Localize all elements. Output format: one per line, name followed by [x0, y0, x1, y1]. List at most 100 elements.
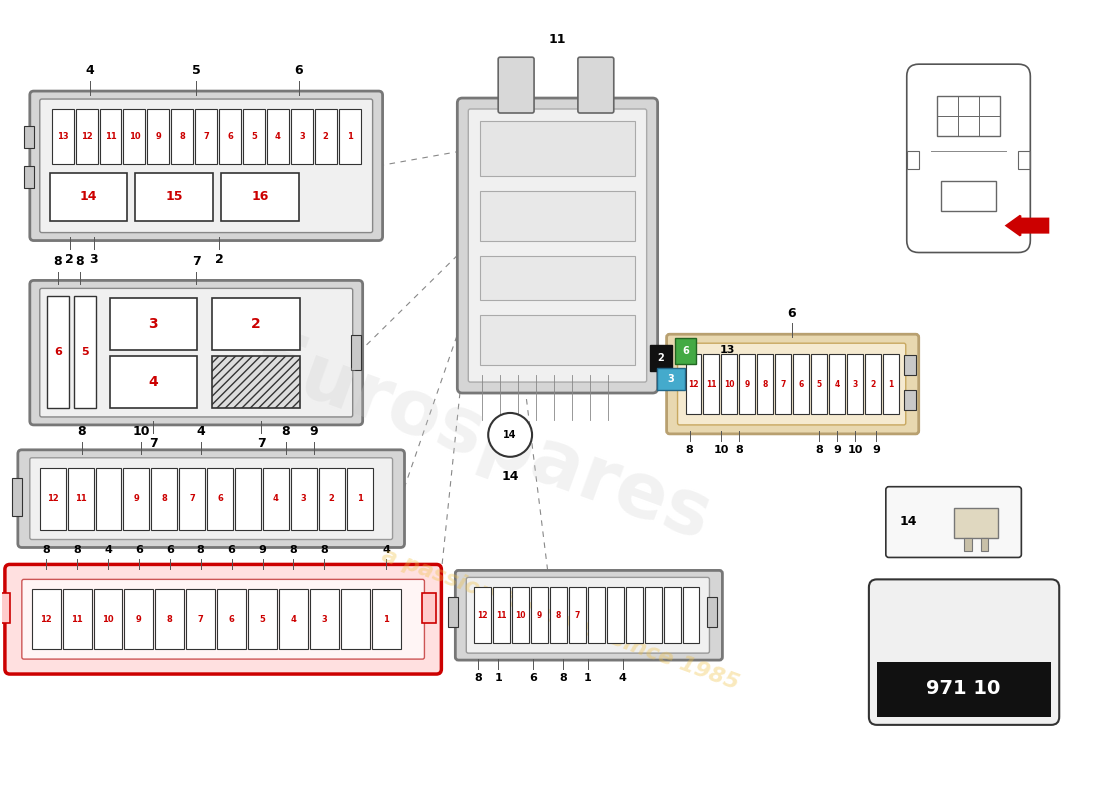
- Text: 6: 6: [166, 546, 174, 555]
- Text: 7: 7: [148, 437, 157, 450]
- Bar: [110, 298, 197, 350]
- Bar: [263, 468, 289, 530]
- Bar: [310, 590, 339, 649]
- Text: 6: 6: [228, 132, 233, 141]
- Bar: [883, 354, 899, 414]
- Bar: [513, 587, 529, 643]
- Bar: [212, 298, 300, 350]
- Text: 6: 6: [799, 379, 804, 389]
- Bar: [179, 468, 206, 530]
- Text: 2: 2: [214, 253, 223, 266]
- Circle shape: [488, 413, 532, 457]
- Bar: [372, 590, 400, 649]
- Text: 9: 9: [537, 610, 542, 620]
- Text: 7: 7: [781, 379, 785, 389]
- Text: 3: 3: [852, 379, 858, 389]
- Bar: [964, 538, 971, 551]
- Text: 1: 1: [494, 673, 502, 683]
- FancyBboxPatch shape: [578, 57, 614, 113]
- Bar: [346, 468, 373, 530]
- Bar: [657, 368, 684, 390]
- Text: 2: 2: [65, 253, 74, 266]
- Bar: [906, 151, 918, 169]
- Text: 11: 11: [496, 610, 507, 620]
- Bar: [341, 590, 370, 649]
- Text: 8: 8: [762, 379, 768, 389]
- Text: 6: 6: [228, 546, 235, 555]
- FancyBboxPatch shape: [30, 458, 393, 539]
- Bar: [904, 355, 915, 375]
- Bar: [739, 354, 756, 414]
- Bar: [186, 590, 216, 649]
- Bar: [937, 96, 1000, 136]
- Text: 11: 11: [72, 614, 82, 624]
- FancyBboxPatch shape: [18, 450, 405, 547]
- Text: 10: 10: [714, 445, 729, 455]
- Bar: [50, 173, 128, 221]
- Text: 8: 8: [320, 546, 328, 555]
- Text: 4: 4: [275, 132, 280, 141]
- Bar: [267, 109, 289, 164]
- Text: 5: 5: [80, 347, 88, 357]
- Bar: [0, 594, 10, 623]
- Text: 8: 8: [736, 445, 744, 455]
- Text: 13: 13: [57, 132, 68, 141]
- Bar: [954, 508, 999, 538]
- Bar: [96, 468, 121, 530]
- Bar: [980, 538, 989, 551]
- Text: 11: 11: [104, 132, 117, 141]
- Text: 14: 14: [80, 190, 98, 203]
- FancyArrow shape: [1006, 216, 1048, 235]
- Bar: [221, 173, 299, 221]
- Bar: [110, 356, 197, 408]
- Text: 7: 7: [204, 132, 209, 141]
- FancyBboxPatch shape: [4, 565, 441, 674]
- Text: 3: 3: [668, 374, 674, 384]
- Bar: [52, 109, 74, 164]
- Bar: [650, 345, 672, 371]
- Text: 7: 7: [574, 610, 580, 620]
- Bar: [663, 587, 681, 643]
- Bar: [100, 109, 121, 164]
- Text: 3: 3: [301, 494, 307, 503]
- Bar: [243, 109, 265, 164]
- Bar: [315, 109, 337, 164]
- Text: 9: 9: [872, 445, 880, 455]
- Text: 8: 8: [556, 610, 561, 620]
- Text: 6: 6: [54, 347, 62, 357]
- Bar: [63, 590, 91, 649]
- Text: 14: 14: [900, 515, 917, 528]
- Bar: [1019, 151, 1031, 169]
- Text: 1: 1: [356, 494, 363, 503]
- Text: 6: 6: [217, 494, 223, 503]
- Bar: [493, 587, 510, 643]
- Bar: [124, 590, 153, 649]
- Text: 8: 8: [815, 445, 823, 455]
- Text: 4: 4: [85, 64, 94, 77]
- Bar: [940, 181, 997, 210]
- Bar: [865, 354, 881, 414]
- Bar: [195, 109, 217, 164]
- Text: 12: 12: [80, 132, 92, 141]
- FancyBboxPatch shape: [40, 99, 373, 233]
- Text: 4: 4: [382, 546, 390, 555]
- Bar: [481, 255, 635, 300]
- Bar: [74, 296, 96, 408]
- Bar: [481, 121, 635, 176]
- Text: 6: 6: [229, 614, 234, 624]
- Bar: [685, 354, 702, 414]
- Text: 3: 3: [299, 132, 305, 141]
- Bar: [219, 109, 241, 164]
- Text: 9: 9: [258, 546, 266, 555]
- Bar: [626, 587, 642, 643]
- Bar: [757, 354, 773, 414]
- Bar: [47, 296, 68, 408]
- Text: 1: 1: [346, 132, 353, 141]
- Bar: [481, 315, 635, 365]
- Text: 11: 11: [75, 494, 87, 503]
- Bar: [474, 587, 492, 643]
- Text: 7: 7: [256, 437, 265, 450]
- Text: 3: 3: [148, 318, 158, 331]
- Text: 971 10: 971 10: [926, 679, 1001, 698]
- Text: 10: 10: [129, 132, 141, 141]
